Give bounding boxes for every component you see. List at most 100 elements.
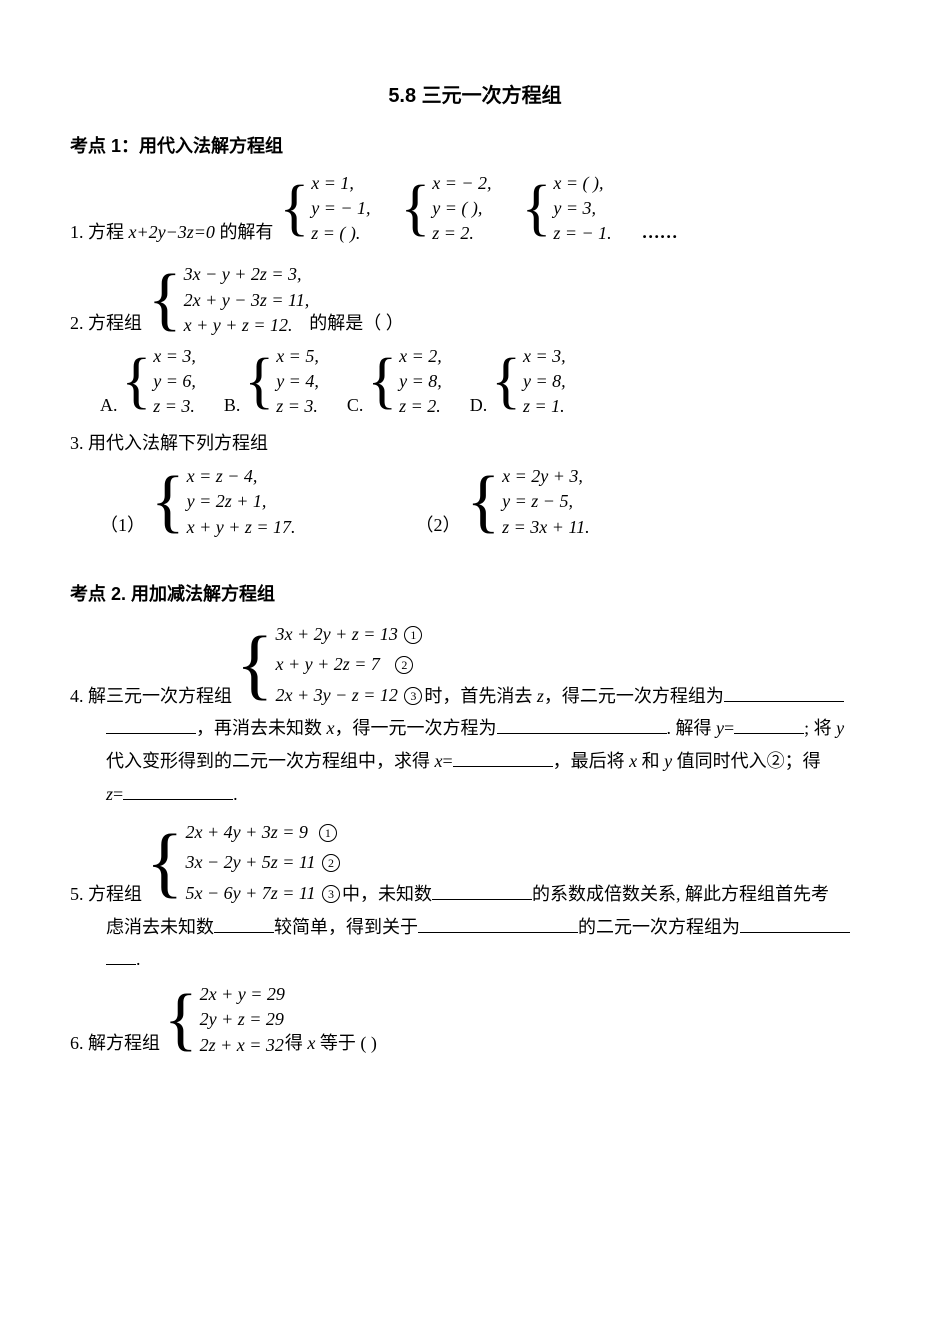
blank: [734, 715, 804, 734]
q4-sys-l3: 2x + 3y − z = 12: [275, 685, 397, 705]
q3-s2-l2: y = z − 5,: [502, 489, 589, 514]
q4-l3d: 值同时代入②；得: [672, 751, 821, 771]
blank: [106, 946, 136, 965]
q4-l3c: 和: [637, 751, 664, 771]
q2-optA: { x = 3, y = 6, z = 3.: [122, 344, 196, 420]
q4-sys: { 3x + 2y + z = 13 1 x + y + 2z = 7 2 2x…: [236, 619, 424, 711]
q1-dots: ……: [642, 218, 678, 247]
q5-c3: 3: [322, 885, 340, 903]
q4-zvar: z: [106, 784, 113, 804]
q4-line3: 代入变形得到的二元一次方程组中，求得 x=，最后将 x 和 y 值同时代入②；得: [106, 747, 880, 776]
blank: [123, 781, 233, 800]
q1-sys2-l2: y = ( ),: [432, 196, 491, 221]
q4-eq2: =: [443, 751, 453, 771]
q2-B-l1: x = 5,: [276, 344, 319, 369]
q5-l3: .: [136, 949, 141, 969]
blank: [106, 715, 196, 734]
q3-s1-l3: x + y + z = 17.: [187, 515, 296, 540]
q4-c3: 3: [404, 687, 422, 705]
blank: [740, 914, 850, 933]
q2-D-l2: y = 8,: [523, 369, 566, 394]
q4-l2b: ，得一元一次方程为: [335, 718, 497, 738]
q1-sys1-l2: y = − 1,: [311, 196, 370, 221]
heading-kd1: 考点 1：用代入法解方程组: [70, 132, 880, 161]
q3-s1-num: （1）: [100, 511, 145, 540]
q5-sys-l3: 5x − 6y + 7z = 11: [185, 883, 315, 903]
q5-line3: .: [106, 945, 880, 974]
q4-eq3: =: [113, 784, 123, 804]
q4-vary2: y: [836, 718, 844, 738]
q2-C-l2: y = 8,: [399, 369, 442, 394]
q5-line2: 虑消去未知数较简单，得到关于的二元一次方程组为: [106, 913, 880, 942]
q1-row: 1. 方程 x+2y−3z=0 的解有 { x = 1, y = − 1, z …: [70, 171, 880, 247]
q2-A-label: A.: [100, 391, 118, 420]
q3-s1-l1: x = z − 4,: [187, 464, 296, 489]
heading-kd2: 考点 2. 用加减法解方程组: [70, 580, 880, 609]
q5-c2: 2: [322, 854, 340, 872]
q5-l2a: 虑消去未知数: [106, 917, 214, 937]
q2-A-l3: z = 3.: [153, 394, 196, 419]
q1-sys1-l3: z = ( ).: [311, 221, 370, 246]
q4-l2d: ; 将: [804, 718, 836, 738]
q2-C-l1: x = 2,: [399, 344, 442, 369]
q5-sys: { 2x + 4y + 3z = 9 1 3x − 2y + 5z = 11 2…: [146, 817, 342, 909]
q2-D-label: D.: [470, 391, 488, 420]
q4-stem-b: 时，首先消去: [424, 686, 537, 706]
q1-sys3: { x = ( ), y = 3, z = − 1.: [522, 171, 612, 247]
q6-stem-b: 得: [285, 1033, 308, 1053]
q4-varx3: x: [629, 751, 637, 771]
q4-l4b: .: [233, 784, 238, 804]
q4-c2: 2: [395, 656, 413, 674]
q4-eq1: =: [724, 718, 734, 738]
q4-l3a: 代入变形得到的二元一次方程组中，求得: [106, 751, 435, 771]
q4-varz: z: [537, 686, 544, 706]
q4-vary: y: [716, 718, 724, 738]
q6-stem-a: 6. 解方程组: [70, 1029, 160, 1058]
q4-line2: ，再消去未知数 x，得一元一次方程为. 解得 y=; 将 y: [106, 714, 880, 743]
blank: [418, 914, 578, 933]
blank: [497, 715, 667, 734]
q5-stem-c: 的系数成倍数关系, 解此方程组首先考: [532, 884, 829, 904]
q1-sys1-l1: x = 1,: [311, 171, 370, 196]
q2-sys: { 3x − y + 2z = 3, 2x + y − 3z = 11, x +…: [148, 262, 309, 338]
q4-stem-a: 4. 解三元一次方程组: [70, 682, 232, 711]
q4-sys-l1: 3x + 2y + z = 13: [275, 624, 397, 644]
q3-subs: （1） { x = z − 4, y = 2z + 1, x + y + z =…: [100, 464, 880, 540]
q5-stem-b: 中，未知数: [342, 884, 432, 904]
page-title: 5.8 三元一次方程组: [70, 80, 880, 112]
q4-vary3: y: [664, 751, 672, 771]
q2-B-l2: y = 4,: [276, 369, 319, 394]
blank: [724, 683, 844, 702]
q2-C-label: C.: [347, 391, 364, 420]
q2-B-label: B.: [224, 391, 241, 420]
q1-eq: x+2y−3z=0: [129, 222, 215, 242]
q4-l3b: ，最后将: [553, 751, 630, 771]
q1-sys3-l1: x = ( ),: [553, 171, 611, 196]
q2-options: A. { x = 3, y = 6, z = 3. B. { x = 5, y …: [100, 344, 880, 420]
q4-varx2: x: [435, 751, 443, 771]
q3-stem: 3. 用代入法解下列方程组: [70, 429, 880, 458]
q6-stem-c: 等于 ( ): [315, 1033, 377, 1053]
q4-sys-l2: x + y + 2z = 7: [275, 654, 379, 674]
q2-C-l3: z = 2.: [399, 394, 442, 419]
q4-c1: 1: [404, 626, 422, 644]
q4-row: 4. 解三元一次方程组 { 3x + 2y + z = 13 1 x + y +…: [70, 619, 880, 711]
q1-sys1: { x = 1, y = − 1, z = ( ).: [279, 171, 370, 247]
q1-stem-a: 1. 方程: [70, 222, 129, 242]
blank: [432, 881, 532, 900]
q4-line4: z=.: [106, 780, 880, 809]
q1-sys2: { x = − 2, y = ( ), z = 2.: [401, 171, 492, 247]
q2-A-l2: y = 6,: [153, 369, 196, 394]
q2-optD: { x = 3, y = 8, z = 1.: [491, 344, 565, 420]
blank: [214, 914, 274, 933]
q6-sys-l3: 2z + x = 32: [200, 1033, 285, 1058]
q2-B-l3: z = 3.: [276, 394, 319, 419]
q4-l2c: . 解得: [667, 718, 717, 738]
q5-c1: 1: [319, 824, 337, 842]
q3-s2-num: （2）: [416, 511, 461, 540]
q6-sys: { 2x + y = 29 2y + z = 29 2z + x = 32: [164, 982, 285, 1058]
q5-stem-a: 5. 方程组: [70, 880, 142, 909]
q2-sys-l2: 2x + y − 3z = 11,: [184, 288, 310, 313]
q5-sys-l2: 3x − 2y + 5z = 11: [185, 852, 315, 872]
q3-s2-l3: z = 3x + 11.: [502, 515, 589, 540]
